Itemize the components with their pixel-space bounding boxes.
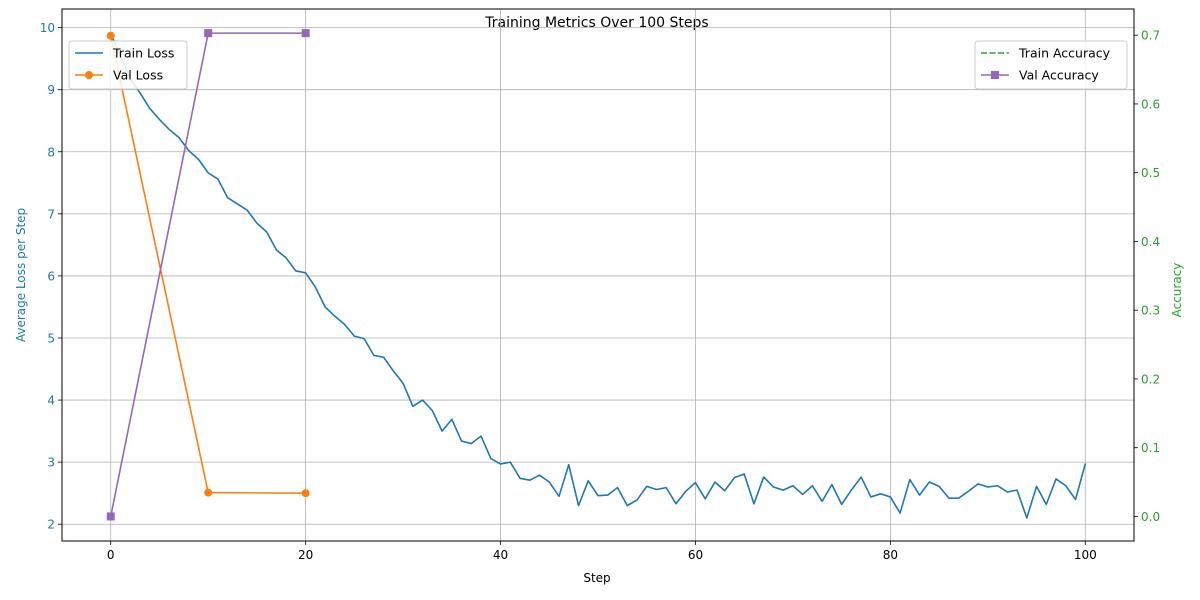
legend-right: Train Accuracy Val Accuracy [974, 40, 1128, 90]
right-y-tick-label: 0.7 [1141, 29, 1160, 43]
val-accuracy-point [106, 512, 115, 521]
x-tick-label: 40 [493, 548, 508, 562]
plot-series [106, 29, 1087, 521]
x-tick-label: 0 [107, 548, 115, 562]
left-y-tick-label: 10 [40, 21, 55, 35]
right-y-tick-label: 0.0 [1141, 510, 1160, 524]
right-y-tick-label: 0.3 [1141, 304, 1160, 318]
left-y-tick-label: 5 [47, 332, 55, 346]
legend-val-loss-marker [85, 71, 93, 79]
right-y-tick-label: 0.5 [1141, 166, 1160, 180]
legend-val-accuracy-marker [991, 71, 999, 79]
x-tick-label: 60 [688, 548, 703, 562]
grid-lines [62, 9, 1134, 541]
right-y-tick-label: 0.1 [1141, 441, 1160, 455]
x-tick-label: 100 [1074, 548, 1097, 562]
right-y-tick-label: 0.4 [1141, 235, 1160, 249]
axis-ticks: 0 20 40 60 80 100 2 3 4 5 6 7 8 9 10 0.0 0.1 0.2 0.3 0.4 0.5… [40, 21, 1160, 562]
val-loss-point [204, 488, 213, 497]
train-loss-line [109, 33, 1087, 519]
legend-train-accuracy-label: Train Accuracy [1018, 46, 1111, 61]
left-y-tick-label: 9 [47, 83, 55, 97]
left-y-tick-label: 2 [47, 518, 55, 532]
legend-right-box [974, 40, 1128, 90]
plot-frame [61, 8, 1135, 542]
right-y-tick-label: 0.2 [1141, 372, 1160, 386]
right-y-axis-label: Accuracy [1170, 263, 1184, 318]
legend-left: Train Loss Val Loss [68, 40, 188, 90]
val-loss-point [106, 31, 115, 40]
left-y-tick-label: 3 [47, 456, 55, 470]
left-y-axis-label: Average Loss per Step [14, 208, 28, 342]
left-y-tick-label: 6 [47, 269, 55, 283]
legend-train-loss-label: Train Loss [112, 46, 174, 61]
val-loss-point [301, 489, 310, 498]
x-axis-label: Step [583, 571, 610, 585]
chart-title: Training Metrics Over 100 Steps [484, 15, 708, 31]
x-tick-label: 20 [298, 548, 313, 562]
legend-val-loss-label: Val Loss [113, 68, 163, 83]
val-accuracy-point [301, 29, 310, 38]
left-y-tick-label: 4 [47, 394, 55, 408]
left-y-tick-label: 8 [47, 145, 55, 159]
right-y-tick-label: 0.6 [1141, 97, 1160, 111]
legend-val-accuracy-label: Val Accuracy [1019, 68, 1099, 83]
val-accuracy-point [204, 29, 213, 38]
x-tick-label: 80 [883, 548, 898, 562]
left-y-tick-label: 7 [47, 207, 55, 221]
